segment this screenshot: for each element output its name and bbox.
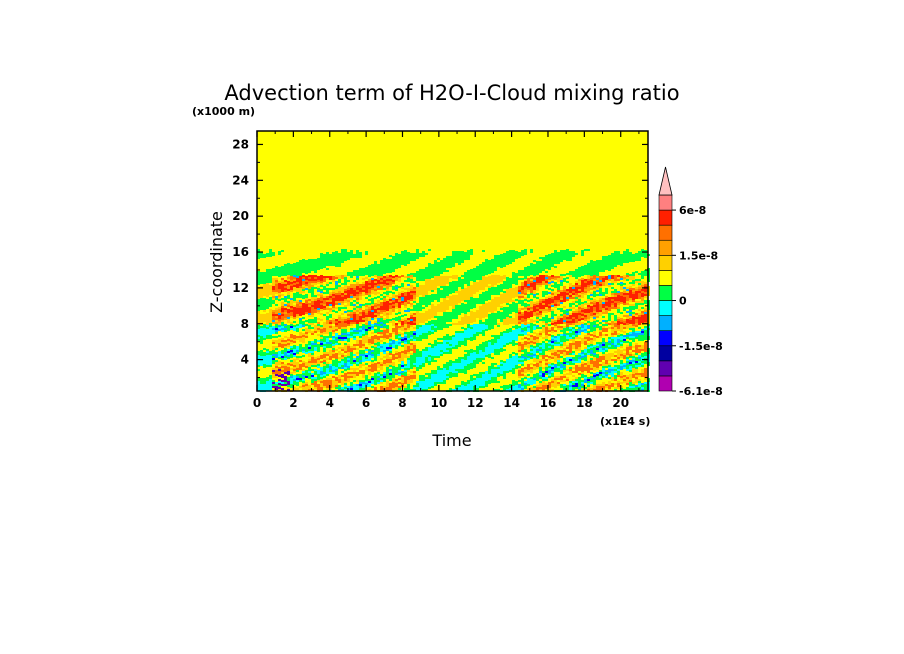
x-tick-label: 8 xyxy=(398,396,406,410)
colorbar-segment xyxy=(658,285,673,301)
colorbar-segment xyxy=(658,239,673,256)
colorbar-segment xyxy=(658,360,673,377)
x-axis: 0 2 4 6 8 10 12 14 16 18 20 xyxy=(253,131,640,410)
colorbar-segment xyxy=(658,315,673,331)
y-tick-label: 20 xyxy=(232,209,249,223)
y-tick-label: 4 xyxy=(241,353,249,367)
x-tick-label: 10 xyxy=(431,396,448,410)
x-tick-label: 18 xyxy=(576,396,593,410)
y-axis-label: Z-coordinate xyxy=(207,211,226,313)
colorbar-segment xyxy=(658,270,673,286)
x-axis-label: Time xyxy=(431,431,471,450)
colorbar-label: -6.1e-8 xyxy=(679,385,723,398)
chart-title: Advection term of H2O-I-Cloud mixing rat… xyxy=(224,81,679,105)
colorbar-segment xyxy=(658,194,673,211)
plot-frame xyxy=(256,130,649,392)
x-tick-label: 20 xyxy=(612,396,629,410)
plot-area xyxy=(257,131,650,392)
colorbar-extend-triangle xyxy=(658,166,673,196)
colorbar-segment xyxy=(658,255,673,271)
y-axis: 4 8 12 16 20 24 28 xyxy=(232,137,648,379)
colorbar-segment xyxy=(658,224,673,241)
colorbar-segment xyxy=(658,345,673,362)
x-tick-label: 2 xyxy=(289,396,297,410)
colorbar-label: -1.5e-8 xyxy=(679,340,723,353)
colorbar-segment xyxy=(658,375,673,392)
colorbar: 6e-8 1.5e-8 0 -1.5e-8 -6.1e-8 xyxy=(658,166,723,398)
colorbar-label: 6e-8 xyxy=(679,204,706,217)
x-unit-label: (x1E4 s) xyxy=(600,415,650,428)
heatmap-cells xyxy=(257,249,650,392)
x-tick-label: 4 xyxy=(326,396,334,410)
y-tick-label: 24 xyxy=(232,173,249,187)
y-unit-label: (x1000 m) xyxy=(192,105,255,118)
x-tick-label: 12 xyxy=(467,396,484,410)
y-tick-label: 12 xyxy=(232,281,249,295)
colorbar-segment xyxy=(658,330,673,347)
x-tick-label: 0 xyxy=(253,396,261,410)
x-tick-label: 16 xyxy=(540,396,557,410)
y-tick-label: 28 xyxy=(232,137,249,151)
colorbar-label: 1.5e-8 xyxy=(679,249,718,262)
colorbar-label: 0 xyxy=(679,295,687,308)
y-tick-label: 16 xyxy=(232,245,249,259)
colorbar-segment xyxy=(658,209,673,226)
x-tick-label: 14 xyxy=(503,396,520,410)
y-tick-label: 8 xyxy=(241,317,249,331)
colorbar-segment xyxy=(658,300,673,316)
x-tick-label: 6 xyxy=(362,396,370,410)
